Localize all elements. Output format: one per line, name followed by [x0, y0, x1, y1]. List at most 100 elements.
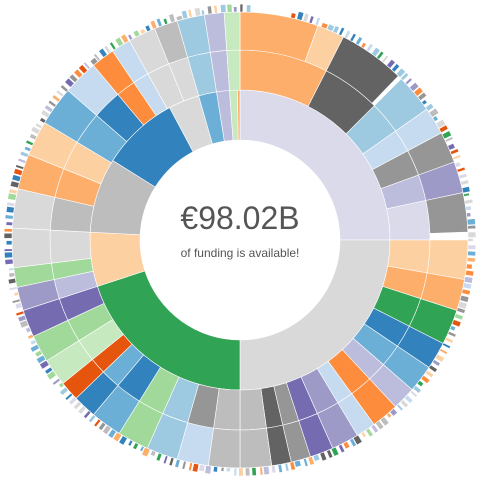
- sunburst-leaf-sliver[interactable]: [365, 427, 374, 438]
- sunburst-leaf-sliver[interactable]: [461, 185, 471, 194]
- sunburst-leaf-sliver[interactable]: [451, 319, 462, 328]
- sunburst-leaf-sliver[interactable]: [13, 291, 20, 297]
- sunburst-leaf-sliver[interactable]: [447, 330, 457, 338]
- sunburst-leaf-sliver[interactable]: [464, 198, 474, 205]
- sunburst-leaf-sliver[interactable]: [19, 319, 29, 329]
- sunburst-leaf-sliver[interactable]: [376, 50, 385, 60]
- sunburst-leaf-sliver[interactable]: [435, 118, 447, 129]
- sunburst-leaf-sliver[interactable]: [3, 228, 13, 233]
- sunburst-leaf-sliver[interactable]: [464, 269, 475, 277]
- sunburst-leaf-sliver[interactable]: [420, 374, 431, 385]
- sunburst-segment[interactable]: [425, 192, 469, 234]
- sunburst-leaf-sliver[interactable]: [8, 272, 16, 278]
- sunburst-leaf-sliver[interactable]: [314, 16, 321, 27]
- sunburst-leaf-sliver[interactable]: [55, 89, 65, 98]
- sunburst-leaf-sliver[interactable]: [233, 467, 238, 477]
- sunburst-leaf-sliver[interactable]: [59, 386, 69, 396]
- sunburst-leaf-sliver[interactable]: [302, 12, 310, 23]
- sunburst-leaf-sliver[interactable]: [4, 258, 14, 265]
- sunburst-leaf-sliver[interactable]: [416, 379, 425, 388]
- sunburst-leaf-sliver[interactable]: [51, 377, 61, 386]
- sunburst-leaf-sliver[interactable]: [424, 369, 435, 379]
- sunburst-leaf-sliver[interactable]: [72, 400, 83, 411]
- sunburst-leaf-sliver[interactable]: [155, 452, 163, 462]
- sunburst-leaf-sliver[interactable]: [462, 192, 470, 197]
- sunburst-leaf-sliver[interactable]: [467, 238, 474, 242]
- sunburst-leaf-sliver[interactable]: [162, 17, 169, 26]
- sunburst-leaf-sliver[interactable]: [213, 4, 218, 14]
- sunburst-leaf-sliver[interactable]: [4, 251, 13, 259]
- sunburst-leaf-sliver[interactable]: [467, 224, 477, 230]
- sunburst-leaf-sliver[interactable]: [360, 41, 367, 49]
- sunburst-leaf-sliver[interactable]: [342, 440, 351, 450]
- sunburst-leaf-sliver[interactable]: [400, 72, 410, 82]
- sunburst-leaf-sliver[interactable]: [139, 28, 147, 35]
- sunburst-leaf-sliver[interactable]: [417, 91, 428, 101]
- sunburst-leaf-sliver[interactable]: [168, 457, 175, 467]
- sunburst-leaf-sliver[interactable]: [174, 458, 181, 469]
- sunburst-leaf-sliver[interactable]: [226, 3, 233, 13]
- sunburst-leaf-sliver[interactable]: [112, 431, 123, 443]
- sunburst-leaf-sliver[interactable]: [181, 460, 187, 470]
- sunburst-leaf-sliver[interactable]: [9, 180, 20, 189]
- sunburst-leaf-sliver[interactable]: [5, 205, 15, 214]
- sunburst-leaf-sliver[interactable]: [15, 310, 25, 317]
- sunburst-leaf-sliver[interactable]: [284, 462, 290, 472]
- sunburst-leaf-sliver[interactable]: [421, 99, 428, 106]
- sunburst-leaf-sliver[interactable]: [193, 7, 202, 17]
- sunburst-leaf-sliver[interactable]: [438, 124, 449, 134]
- sunburst-leaf-sliver[interactable]: [438, 348, 449, 355]
- sunburst-leaf-sliver[interactable]: [365, 43, 374, 53]
- sunburst-leaf-sliver[interactable]: [270, 464, 277, 474]
- sunburst-leaf-sliver[interactable]: [431, 359, 441, 367]
- sunburst-leaf-sliver[interactable]: [259, 466, 264, 476]
- sunburst-leaf-sliver[interactable]: [424, 102, 435, 112]
- sunburst-leaf-sliver[interactable]: [456, 166, 466, 173]
- sunburst-leaf-sliver[interactable]: [390, 63, 401, 73]
- sunburst-leaf-sliver[interactable]: [349, 32, 357, 43]
- sunburst-leaf-sliver[interactable]: [27, 333, 35, 340]
- sunburst-leaf-sliver[interactable]: [409, 389, 418, 398]
- sunburst-leaf-sliver[interactable]: [454, 161, 462, 168]
- sunburst-leaf-sliver[interactable]: [441, 342, 452, 350]
- sunburst-leaf-sliver[interactable]: [219, 4, 227, 14]
- sunburst-segment[interactable]: [239, 427, 273, 469]
- sunburst-leaf-sliver[interactable]: [343, 29, 352, 40]
- sunburst-leaf-sliver[interactable]: [409, 81, 420, 92]
- sunburst-leaf-sliver[interactable]: [127, 439, 134, 447]
- sunburst-leaf-sliver[interactable]: [7, 277, 17, 285]
- sunburst-leaf-sliver[interactable]: [82, 410, 92, 420]
- sunburst-leaf-sliver[interactable]: [444, 336, 454, 344]
- sunburst-leaf-sliver[interactable]: [360, 431, 367, 439]
- sunburst-leaf-sliver[interactable]: [168, 13, 176, 24]
- sunburst-leaf-sliver[interactable]: [11, 174, 22, 183]
- sunburst-leaf-sliver[interactable]: [293, 459, 302, 468]
- sunburst-leaf-sliver[interactable]: [277, 463, 283, 474]
- sunburst-leaf-sliver[interactable]: [87, 414, 97, 424]
- sunburst-leaf-sliver[interactable]: [46, 370, 57, 381]
- sunburst-leaf-sliver[interactable]: [64, 77, 75, 88]
- sunburst-leaf-sliver[interactable]: [127, 33, 134, 41]
- sunburst-leaf-sliver[interactable]: [461, 288, 471, 296]
- sunburst-leaf-sliver[interactable]: [403, 394, 414, 405]
- sunburst-leaf-sliver[interactable]: [338, 26, 346, 37]
- sunburst-leaf-sliver[interactable]: [93, 418, 102, 428]
- sunburst-leaf-sliver[interactable]: [465, 263, 473, 270]
- sunburst-leaf-sliver[interactable]: [412, 384, 422, 394]
- sunburst-leaf-sliver[interactable]: [7, 192, 17, 201]
- sunburst-leaf-sliver[interactable]: [114, 36, 125, 48]
- sunburst-leaf-sliver[interactable]: [89, 57, 99, 66]
- sunburst-leaf-sliver[interactable]: [386, 58, 396, 69]
- sunburst-leaf-sliver[interactable]: [149, 19, 158, 30]
- sunburst-leaf-sliver[interactable]: [456, 307, 466, 314]
- sunburst-leaf-sliver[interactable]: [98, 47, 108, 58]
- sunburst-leaf-sliver[interactable]: [307, 455, 315, 466]
- sunburst-leaf-sliver[interactable]: [97, 421, 107, 432]
- sunburst-leaf-sliver[interactable]: [82, 61, 91, 70]
- sunburst-leaf-sliver[interactable]: [34, 349, 43, 358]
- sunburst-leaf-sliver[interactable]: [6, 201, 16, 208]
- sunburst-leaf-sliver[interactable]: [319, 451, 328, 462]
- sunburst-leaf-sliver[interactable]: [233, 6, 238, 13]
- sunburst-leaf-sliver[interactable]: [29, 343, 40, 353]
- sunburst-leaf-sliver[interactable]: [452, 154, 462, 161]
